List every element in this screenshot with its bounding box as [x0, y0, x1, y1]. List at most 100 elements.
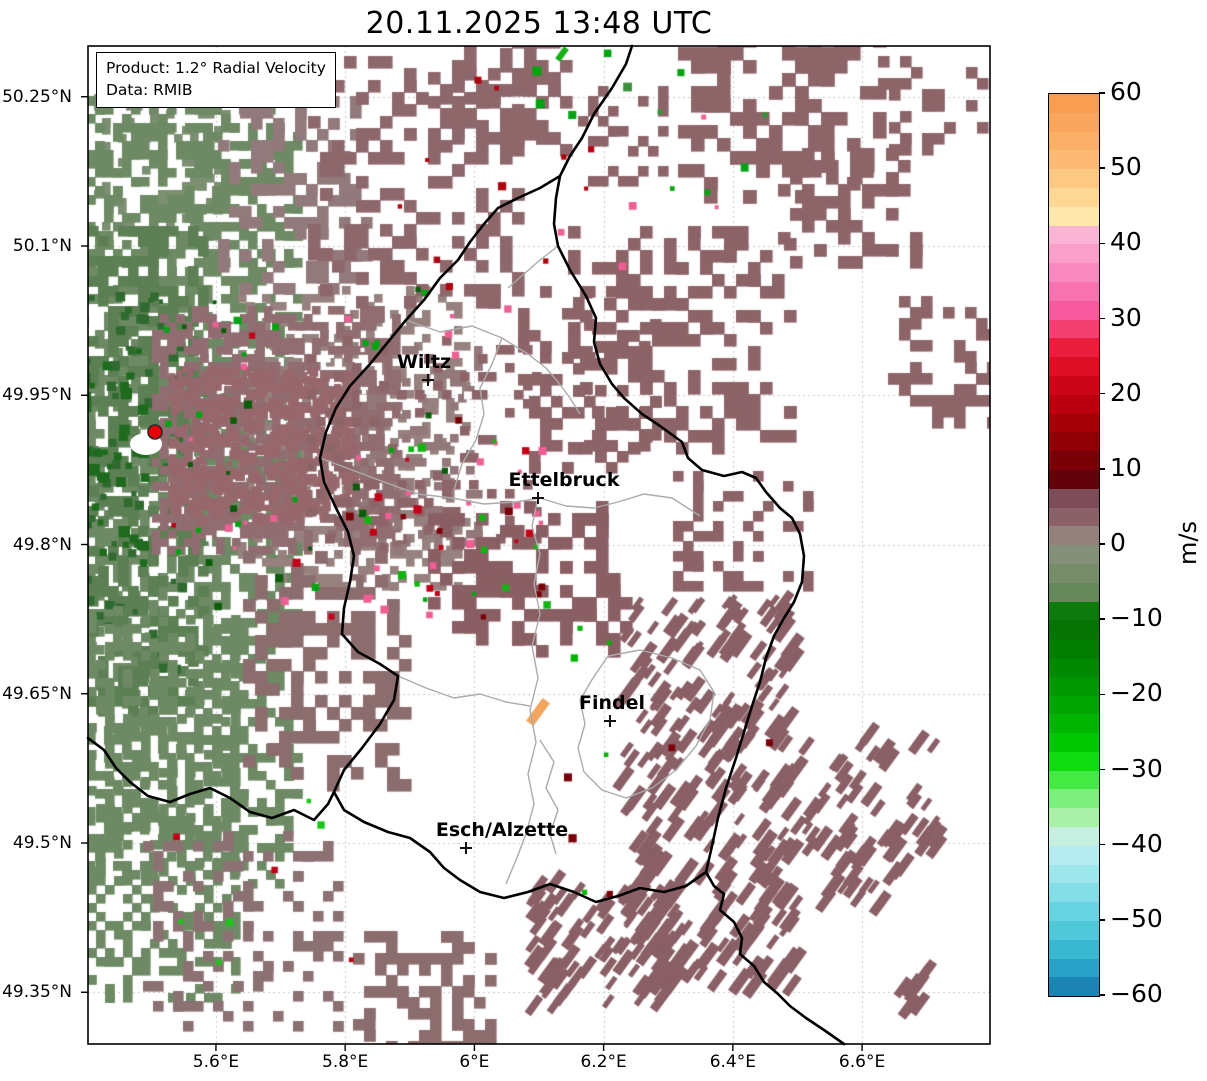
- colorbar-unit-label: m/s: [1174, 521, 1202, 565]
- colorbar-segment: [1049, 827, 1099, 846]
- colorbar-segment: [1049, 864, 1099, 884]
- colorbar-tick-label: 10: [1110, 452, 1142, 482]
- colorbar-segment: [1049, 695, 1099, 715]
- colorbar-segment: [1049, 357, 1099, 376]
- colorbar-segment: [1049, 563, 1099, 583]
- colorbar-segment: [1049, 545, 1099, 564]
- map-overlay: Wiltz Ettelbruck Findel Esch/Alzette: [81, 44, 991, 1051]
- colorbar-tick: [1099, 994, 1105, 996]
- lat-tick-label: 50.25°N: [2, 86, 72, 107]
- colorbar-segment: [1049, 657, 1099, 677]
- lon-tick-label: 6°E: [459, 1052, 490, 1072]
- colorbar-segment: [1049, 676, 1099, 696]
- lat-tick-label: 50.1°N: [12, 235, 72, 256]
- colorbar-tick-label: 40: [1110, 227, 1142, 257]
- colorbar-tick: [1099, 693, 1105, 696]
- lon-tick-label: 6.2°E: [580, 1052, 627, 1072]
- france-belgium-border: [86, 736, 336, 822]
- colorbar-segment: [1049, 281, 1099, 301]
- moselle-border: [704, 870, 846, 1046]
- colorbar-segment: [1049, 469, 1099, 489]
- colorbar-tick-label: −60: [1110, 979, 1163, 1008]
- lon-tick-label: 6.6°E: [838, 1052, 886, 1072]
- colorbar-segment: [1049, 582, 1099, 602]
- figure-title: 20.11.2025 13:48 UTC: [365, 6, 713, 41]
- colorbar-tick: [1099, 543, 1105, 545]
- colorbar-segment: [1049, 94, 1099, 113]
- lat-tick-label: 49.5°N: [12, 833, 72, 853]
- colorbar-segment: [1049, 432, 1099, 452]
- colorbar-segment: [1049, 808, 1099, 828]
- colorbar-tick-label: −30: [1110, 753, 1163, 783]
- lat-tick-label: 49.95°N: [2, 385, 72, 406]
- colorbar-segment: [1049, 338, 1099, 358]
- colorbar-segment: [1049, 451, 1099, 470]
- colorbar-segment: [1049, 150, 1099, 170]
- colorbar-tick: [1099, 919, 1105, 921]
- colorbar-tick: [1099, 242, 1105, 245]
- colorbar-segment: [1049, 300, 1099, 320]
- colorbar-segment: [1049, 939, 1099, 959]
- colorbar-segment: [1049, 526, 1099, 546]
- city-label: Findel: [579, 692, 645, 714]
- colorbar-segment: [1049, 714, 1099, 734]
- city-marker: Wiltz: [397, 351, 451, 386]
- colorbar-segment: [1049, 921, 1099, 940]
- colorbar-segment: [1049, 639, 1099, 658]
- colorbar-tick: [1099, 392, 1105, 395]
- belgium-germany-border: [558, 44, 634, 178]
- colorbar-tick-label: 20: [1110, 377, 1142, 407]
- colorbar-segment: [1049, 958, 1099, 978]
- axis-ticks: [81, 96, 863, 1051]
- product-line: Product: 1.2° Radial Velocity: [106, 59, 326, 77]
- city-markers: Wiltz Ettelbruck Findel Esch/Alzette: [397, 351, 645, 854]
- colorbar-tick: [1099, 618, 1105, 620]
- colorbar-tick: [1099, 843, 1105, 846]
- colorbar-tick-label: 60: [1110, 77, 1142, 106]
- colorbar-segment: [1049, 902, 1099, 922]
- colorbar-segment: [1049, 169, 1099, 188]
- map-panel: Wiltz Ettelbruck Findel Esch/Alzette Produc…: [81, 44, 991, 1051]
- radar-site-marker: [130, 424, 163, 455]
- colorbar-segment: [1049, 845, 1099, 865]
- lat-tick-label: 49.35°N: [2, 982, 72, 1003]
- colorbar-segment: [1049, 413, 1099, 433]
- colorbar-segment: [1049, 977, 1099, 997]
- city-marker: Esch/Alzette: [436, 819, 568, 854]
- colorbar-tick-label: 50: [1110, 152, 1142, 182]
- map-frame: [87, 45, 991, 1045]
- city-marker: Ettelbruck: [509, 469, 620, 504]
- colorbar-tick-label: −20: [1110, 678, 1163, 708]
- colorbar-segment: [1049, 375, 1099, 395]
- colorbar-segment: [1049, 206, 1099, 226]
- city-label: Wiltz: [397, 351, 451, 373]
- colorbar-tick: [1099, 468, 1105, 470]
- colorbar-segment: [1049, 733, 1099, 752]
- colorbar-segment: [1049, 507, 1099, 527]
- data-source-line: Data: RMIB: [106, 81, 193, 100]
- colorbar-segment: [1049, 601, 1099, 621]
- colorbar-tick: [1099, 92, 1105, 94]
- colorbar-segment: [1049, 244, 1099, 264]
- colorbar-tick: [1099, 317, 1105, 320]
- colorbar-segment: [1049, 319, 1099, 339]
- colorbar-segment: [1049, 488, 1099, 508]
- colorbar-tick-label: 0: [1110, 528, 1126, 557]
- colorbar-segment: [1049, 394, 1099, 414]
- colorbar-segment: [1049, 263, 1099, 282]
- colorbar-segment: [1049, 883, 1099, 903]
- colorbar-tick-label: −40: [1110, 828, 1163, 858]
- colorbar-segment: [1049, 225, 1099, 245]
- luxembourg-border: [318, 174, 806, 904]
- lon-tick-label: 5.8°E: [322, 1052, 369, 1072]
- latitude-axis-labels: 50.25°N 50.1°N 49.95°N 49.8°N 49.65°N 49.5°N 4…: [0, 0, 80, 1081]
- colorbar-segment: [1049, 789, 1099, 809]
- city-label: Esch/Alzette: [436, 819, 568, 841]
- radar-echo-canvas: [88, 46, 990, 1044]
- colorbar-tick-label: 30: [1110, 302, 1142, 332]
- colorbar-tick-label: −50: [1110, 903, 1163, 933]
- city-marker: Findel: [579, 692, 645, 727]
- lat-tick-label: 49.8°N: [12, 534, 72, 555]
- colorbar-tick: [1099, 768, 1105, 771]
